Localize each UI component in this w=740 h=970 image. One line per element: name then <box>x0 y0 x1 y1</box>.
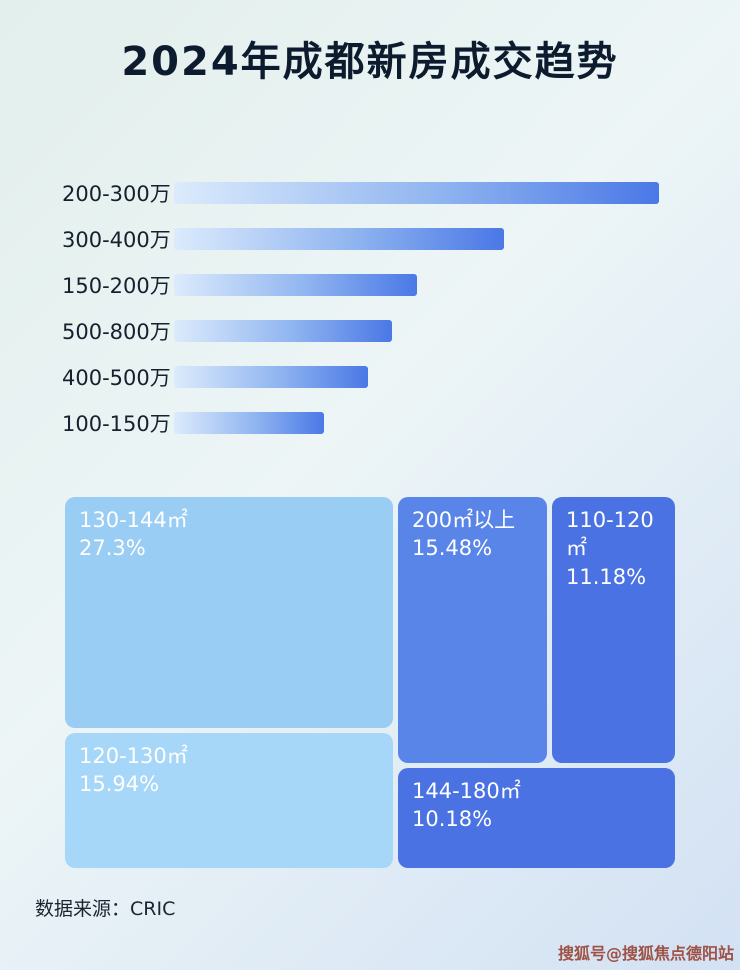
treemap-block-value: 15.94% <box>79 772 160 797</box>
bar-label: 400-500万 <box>62 366 171 390</box>
bar-track <box>174 182 659 204</box>
treemap-block-130-144: 130-144㎡ 27.3% <box>65 497 393 728</box>
bar-row: 300-400万 <box>62 216 740 262</box>
bar <box>174 228 504 250</box>
bar <box>174 412 325 434</box>
treemap-block-label: 200㎡以上 <box>412 508 516 532</box>
treemap-block-label: 120-130㎡ <box>79 744 188 768</box>
treemap-block-value: 15.48% <box>412 536 493 561</box>
treemap-block-value: 11.18% <box>566 564 647 589</box>
bar-row: 100-150万 <box>62 400 740 446</box>
bar-row: 150-200万 <box>62 262 740 308</box>
bar-label: 150-200万 <box>62 274 171 298</box>
bar <box>174 274 417 296</box>
data-source: 数据来源：CRIC <box>35 898 176 920</box>
watermark: 搜狐号@搜狐焦点德阳站 <box>557 944 734 963</box>
treemap-block-144-180: 144-180㎡ 10.18% <box>398 768 675 868</box>
bar <box>174 182 659 204</box>
bar-label: 500-800万 <box>62 320 171 344</box>
area-treemap: 130-144㎡ 27.3% 200㎡以上 15.48% 110-120㎡ 11… <box>65 497 675 868</box>
treemap-block-label: 110-120㎡ <box>566 508 654 561</box>
treemap-block-value: 10.18% <box>412 807 493 832</box>
bar-track <box>174 366 659 388</box>
bar-track <box>174 228 659 250</box>
treemap-block-label: 144-180㎡ <box>412 779 521 803</box>
bar-track <box>174 320 659 342</box>
treemap-block-value: 27.3% <box>79 536 146 561</box>
bar-label: 200-300万 <box>62 182 171 206</box>
treemap-block-label: 130-144㎡ <box>79 508 188 532</box>
bar-label: 100-150万 <box>62 412 171 436</box>
bar-row: 200-300万 <box>62 170 740 216</box>
price-bar-chart: 200-300万 300-400万 150-200万 500-800万 400- <box>62 170 740 446</box>
bar <box>174 366 368 388</box>
bar-row: 400-500万 <box>62 354 740 400</box>
bar-label: 300-400万 <box>62 228 171 252</box>
page-title: 2024年成都新房成交趋势 <box>121 39 619 85</box>
treemap-block-110-120: 110-120㎡ 11.18% <box>552 497 675 763</box>
treemap-block-120-130: 120-130㎡ 15.94% <box>65 733 393 868</box>
bar-track <box>174 274 659 296</box>
treemap-block-200-plus: 200㎡以上 15.48% <box>398 497 547 763</box>
bar <box>174 320 393 342</box>
bar-track <box>174 412 659 434</box>
bar-row: 500-800万 <box>62 308 740 354</box>
